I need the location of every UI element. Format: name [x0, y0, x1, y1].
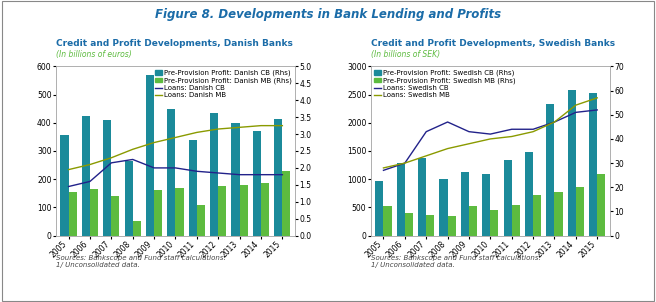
Bar [490, 210, 499, 236]
Bar [189, 140, 197, 236]
Bar [176, 188, 184, 236]
Bar [597, 174, 605, 236]
Bar [232, 123, 239, 236]
Bar [133, 221, 141, 236]
Bar [533, 195, 541, 236]
Bar [589, 93, 597, 236]
Bar [154, 191, 162, 236]
Legend: Pre-Provision Profit: Danish CB (Rhs), Pre-Provision Profit: Danish MB (Rhs), Lo: Pre-Provision Profit: Danish CB (Rhs), P… [154, 69, 293, 99]
Bar [282, 171, 291, 236]
Bar [426, 215, 434, 236]
Text: (In billions of SEK): (In billions of SEK) [371, 50, 440, 59]
Text: Credit and Profit Developments, Swedish Banks: Credit and Profit Developments, Swedish … [371, 39, 615, 48]
Text: Credit and Profit Developments, Danish Banks: Credit and Profit Developments, Danish B… [56, 39, 293, 48]
Bar [218, 186, 226, 236]
Bar [69, 192, 77, 236]
Bar [125, 161, 133, 236]
Bar [405, 213, 413, 236]
Bar [375, 181, 384, 236]
Text: Figure 8. Developments in Bank Lending and Profits: Figure 8. Developments in Bank Lending a… [155, 8, 501, 21]
Bar [512, 205, 520, 236]
Bar [90, 189, 98, 236]
Bar [384, 206, 392, 236]
Bar [397, 163, 405, 236]
Bar [146, 75, 154, 236]
Bar [418, 158, 426, 236]
Text: Sources: Bankscope and Fund staff calculations.
1/ Unconsolidated data.: Sources: Bankscope and Fund staff calcul… [371, 255, 541, 268]
Bar [469, 206, 477, 236]
Bar [554, 191, 563, 236]
Bar [504, 160, 512, 236]
Bar [567, 90, 576, 236]
Bar [440, 179, 447, 236]
Bar [103, 120, 112, 236]
Bar [167, 109, 176, 236]
Bar [197, 204, 205, 236]
Bar [274, 119, 282, 236]
Bar [60, 136, 69, 236]
Bar [525, 152, 533, 236]
Bar [82, 116, 90, 236]
Bar [253, 131, 261, 236]
Bar [239, 185, 248, 236]
Bar [261, 183, 269, 236]
Bar [210, 113, 218, 236]
Text: Sources: Bankscope and Fund staff calculations.
1/ Unconsolidated data.: Sources: Bankscope and Fund staff calcul… [56, 255, 226, 268]
Legend: Pre-Provision Profit: Swedish CB (Rhs), Pre-Provision Profit: Swedish MB (Rhs), : Pre-Provision Profit: Swedish CB (Rhs), … [373, 69, 517, 99]
Bar [112, 196, 119, 236]
Bar [576, 187, 584, 236]
Text: (In billions of euros): (In billions of euros) [56, 50, 131, 59]
Bar [482, 174, 490, 236]
Bar [447, 216, 456, 236]
Bar [461, 172, 469, 236]
Bar [546, 104, 554, 236]
